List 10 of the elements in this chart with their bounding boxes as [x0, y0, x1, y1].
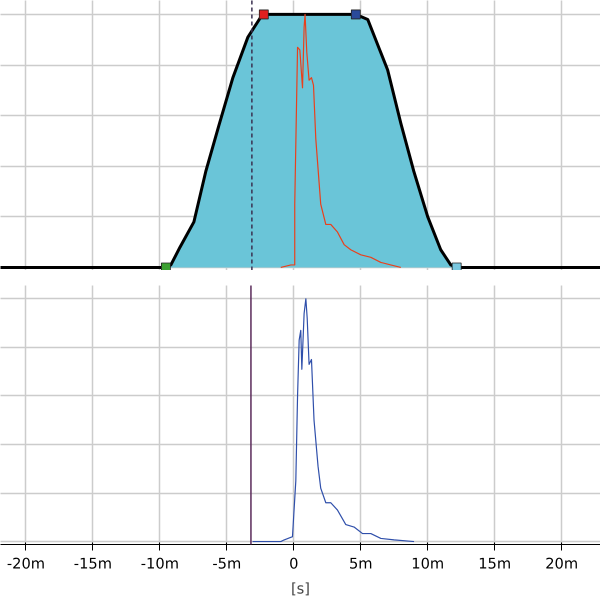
x-tick-label: -20m	[6, 556, 46, 572]
x-tick-label: 5m	[348, 556, 373, 572]
x-tick-label: 20m	[545, 556, 578, 572]
x-tick-label: -5m	[212, 556, 242, 572]
x-tick-label: 10m	[411, 556, 444, 572]
x-tick-label: -10m	[140, 556, 179, 572]
x-tick-label: 15m	[478, 556, 512, 572]
x-axis-title: [s]	[290, 580, 310, 598]
x-tick-label: 0	[289, 556, 298, 572]
x-tick-label: -15m	[74, 556, 112, 572]
